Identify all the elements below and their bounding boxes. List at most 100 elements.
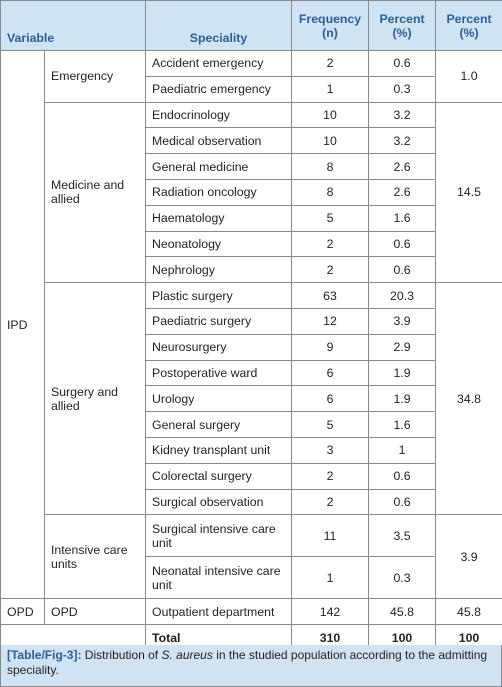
- percent-cell: 0.6: [368, 462, 437, 490]
- frequency-cell: 1: [291, 75, 370, 103]
- table-row: Medicine and allied Endocrinology 10 3.2…: [1, 101, 502, 284]
- table-row: Kidney transplant unit 3 1: [1, 436, 502, 464]
- speciality-cell: Neurosurgery: [145, 333, 293, 361]
- speciality-cell: Endocrinology: [145, 101, 293, 129]
- speciality-cell: Neonatology: [145, 230, 293, 258]
- speciality-cell: Outpatient department: [145, 598, 293, 626]
- group-percent-emergency: 1.0: [435, 50, 502, 103]
- subgroup-medicine: Medicine and allied: [43, 101, 147, 284]
- frequency-cell: 2: [291, 462, 370, 490]
- speciality-cell: Paediatric surgery: [145, 307, 293, 335]
- header-frequency: Frequency (n): [291, 0, 370, 51]
- table-row: Paediatric emergency 1 0.3: [1, 75, 502, 103]
- percent-cell: 0.3: [368, 75, 437, 103]
- table-row: Postoperative ward 6 1.9: [1, 359, 502, 387]
- speciality-cell: Medical observation: [145, 127, 293, 155]
- subgroup-opd: OPD: [43, 598, 147, 626]
- speciality-cell: Haematology: [145, 204, 293, 232]
- subgroup-surgery: Surgery and allied: [43, 282, 147, 516]
- frequency-cell: 10: [291, 127, 370, 155]
- percent-cell: 1.6: [368, 411, 437, 438]
- percent-cell: 3.5: [368, 514, 437, 558]
- percent-cell: 2.9: [368, 333, 437, 361]
- speciality-cell: Urology: [145, 385, 293, 413]
- frequency-cell: 3: [291, 436, 370, 464]
- group-percent-surgery: 34.8: [435, 282, 502, 516]
- group-opd: OPD: [0, 598, 45, 626]
- speciality-cell: Radiation oncology: [145, 178, 293, 206]
- speciality-distribution-table: Variable Speciality Frequency (n) Percen…: [0, 0, 502, 653]
- speciality-cell: Postoperative ward: [145, 359, 293, 387]
- table-row: Intensive care units Surgical intensive …: [1, 514, 502, 600]
- table-row: IPD Emergency Accident emergency 2 0.6 1…: [0, 49, 502, 600]
- frequency-cell: 1: [291, 556, 370, 600]
- speciality-cell: Colorectal surgery: [145, 462, 293, 490]
- percent-cell: 3.2: [368, 127, 437, 155]
- frequency-cell: 2: [291, 488, 370, 516]
- percent-cell: 0.6: [368, 230, 437, 258]
- table-row: Surgery and allied Plastic surgery 63 20…: [1, 282, 502, 516]
- frequency-cell: 2: [291, 50, 370, 77]
- header-variable: Variable: [0, 0, 147, 51]
- frequency-cell: 12: [291, 307, 370, 335]
- group-ipd: IPD: [0, 49, 45, 600]
- subgroup-icu: Intensive care units: [43, 514, 147, 600]
- header-speciality: Speciality: [145, 0, 293, 51]
- frequency-cell: 11: [291, 514, 370, 558]
- table-row: Nephrology 2 0.6: [1, 256, 502, 284]
- speciality-cell: Nephrology: [145, 256, 293, 284]
- frequency-cell: 63: [291, 282, 370, 309]
- table-row: Radiation oncology 8 2.6: [1, 178, 502, 206]
- frequency-cell: 10: [291, 101, 370, 129]
- percent-cell: 2.6: [368, 153, 437, 180]
- speciality-cell: Plastic surgery: [145, 282, 293, 309]
- table-row: Neurosurgery 9 2.9: [1, 333, 502, 361]
- caption-text-before: Distribution of: [81, 648, 162, 662]
- table-row: Haematology 5 1.6: [1, 204, 502, 232]
- table-row: Paediatric surgery 12 3.9: [1, 307, 502, 335]
- frequency-cell: 5: [291, 204, 370, 232]
- percent-cell: 1.9: [368, 385, 437, 413]
- percent-cell: 0.6: [368, 488, 437, 516]
- frequency-cell: 2: [291, 230, 370, 258]
- speciality-cell: General surgery: [145, 411, 293, 438]
- speciality-cell: Surgical intensive care unit: [145, 514, 293, 558]
- table-row: OPD OPD Outpatient department 142 45.8 4…: [0, 598, 502, 626]
- subgroup-emergency: Emergency: [43, 50, 147, 103]
- percent-cell: 1.9: [368, 359, 437, 387]
- percent-cell: 3.9: [368, 307, 437, 335]
- speciality-cell: Paediatric emergency: [145, 75, 293, 103]
- caption-text-after: in the studied population according to t…: [7, 648, 488, 677]
- percent-cell: 0.3: [368, 556, 437, 600]
- frequency-cell: 5: [291, 411, 370, 438]
- group-percent-opd: 45.8: [435, 598, 502, 626]
- group-percent-medicine: 14.5: [435, 101, 502, 284]
- speciality-cell: General medicine: [145, 153, 293, 180]
- frequency-cell: 9: [291, 333, 370, 361]
- speciality-cell: Surgical observation: [145, 488, 293, 516]
- frequency-cell: 8: [291, 178, 370, 206]
- frequency-cell: 8: [291, 153, 370, 180]
- group-percent-icu: 3.9: [435, 514, 502, 600]
- table-row: Colorectal surgery 2 0.6: [1, 462, 502, 490]
- percent-cell: 0.6: [368, 50, 437, 77]
- table-row: Surgical observation 2 0.6: [1, 488, 502, 516]
- caption-label: [Table/Fig-3]:: [7, 648, 82, 662]
- speciality-cell: Neonatal intensive care unit: [145, 556, 293, 600]
- table-row: Urology 6 1.9: [1, 385, 502, 413]
- header-percent: Percent (%): [368, 0, 437, 51]
- table-row: Neonatal intensive care unit 1 0.3: [1, 556, 502, 600]
- table-row: General medicine 8 2.6: [1, 153, 502, 180]
- header-row: Variable Speciality Frequency (n) Percen…: [0, 0, 502, 51]
- frequency-cell: 2: [291, 256, 370, 284]
- frequency-cell: 142: [291, 598, 370, 626]
- speciality-cell: Accident emergency: [145, 50, 293, 77]
- caption-organism: S. aureus: [161, 648, 213, 662]
- frequency-cell: 6: [291, 385, 370, 413]
- table-row: Neonatology 2 0.6: [1, 230, 502, 258]
- percent-cell: 20.3: [368, 282, 437, 309]
- percent-cell: 1: [368, 436, 437, 464]
- percent-cell: 2.6: [368, 178, 437, 206]
- header-percent-group: Percent (%): [435, 0, 502, 51]
- frequency-cell: 6: [291, 359, 370, 387]
